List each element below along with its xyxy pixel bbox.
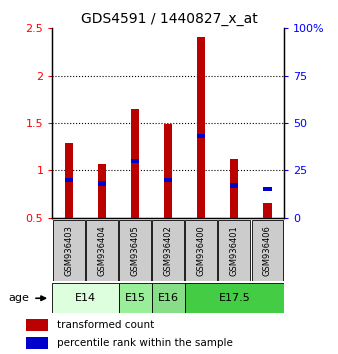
Text: GSM936402: GSM936402: [164, 225, 173, 276]
Text: age: age: [8, 293, 29, 303]
Text: E15: E15: [125, 293, 146, 303]
Text: transformed count: transformed count: [57, 320, 154, 330]
Text: GDS4591 / 1440827_x_at: GDS4591 / 1440827_x_at: [81, 12, 257, 27]
Text: E17.5: E17.5: [218, 293, 250, 303]
Bar: [65, 178, 73, 182]
FancyBboxPatch shape: [185, 220, 217, 281]
Bar: [263, 202, 271, 218]
Text: E16: E16: [158, 293, 179, 303]
Bar: [131, 109, 139, 218]
Bar: [26, 319, 48, 331]
FancyBboxPatch shape: [52, 283, 119, 313]
Text: GSM936406: GSM936406: [263, 225, 272, 276]
Bar: [230, 159, 238, 218]
FancyBboxPatch shape: [218, 220, 250, 281]
FancyBboxPatch shape: [152, 220, 184, 281]
Text: GSM936405: GSM936405: [130, 225, 140, 276]
Text: GSM936403: GSM936403: [65, 225, 73, 276]
Text: percentile rank within the sample: percentile rank within the sample: [57, 338, 233, 348]
Text: E14: E14: [75, 293, 96, 303]
Text: GSM936404: GSM936404: [97, 225, 106, 276]
Bar: [230, 183, 238, 188]
Bar: [65, 143, 73, 218]
Text: GSM936401: GSM936401: [230, 225, 239, 276]
FancyBboxPatch shape: [119, 220, 151, 281]
FancyBboxPatch shape: [185, 283, 284, 313]
Bar: [197, 37, 206, 218]
FancyBboxPatch shape: [119, 283, 152, 313]
Text: GSM936400: GSM936400: [197, 225, 206, 276]
Bar: [26, 337, 48, 349]
Bar: [164, 178, 172, 182]
FancyBboxPatch shape: [53, 220, 85, 281]
Bar: [263, 187, 271, 192]
FancyBboxPatch shape: [251, 220, 283, 281]
Bar: [131, 159, 139, 163]
Bar: [197, 134, 206, 138]
FancyBboxPatch shape: [86, 220, 118, 281]
FancyBboxPatch shape: [152, 283, 185, 313]
Bar: [98, 182, 106, 186]
Bar: [98, 164, 106, 218]
Bar: [164, 124, 172, 218]
